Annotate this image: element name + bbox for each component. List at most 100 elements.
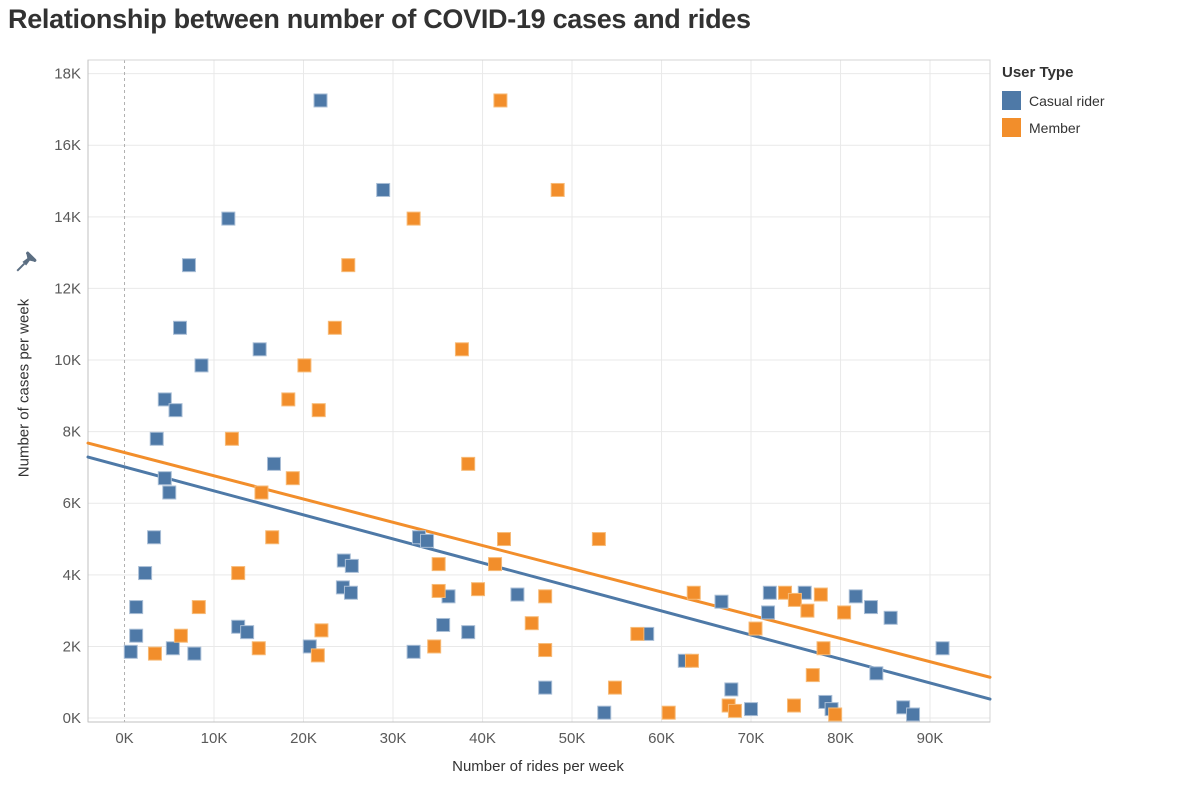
scatter-point-member[interactable] [727, 703, 742, 718]
legend-item-member[interactable]: Member [1002, 118, 1192, 137]
scatter-point-casual[interactable] [538, 680, 553, 695]
scatter-point-member[interactable] [427, 639, 442, 654]
scatter-point-casual[interactable] [343, 585, 358, 600]
scatter-point-member[interactable] [837, 605, 852, 620]
scatter-point-casual[interactable] [436, 617, 451, 632]
scatter-point-casual[interactable] [181, 258, 196, 273]
scatter-point-casual[interactable] [848, 589, 863, 604]
scatter-point-casual[interactable] [344, 558, 359, 573]
scatter-point-member[interactable] [493, 93, 508, 108]
scatter-point-member[interactable] [630, 626, 645, 641]
scatter-point-casual[interactable] [173, 320, 188, 335]
trend-line-member[interactable] [86, 441, 992, 679]
scatter-point-member[interactable] [251, 641, 266, 656]
y-tick-label: 6K [63, 495, 81, 512]
scatter-point-member[interactable] [311, 403, 326, 418]
scatter-point-member[interactable] [341, 258, 356, 273]
scatter-point-casual[interactable] [406, 644, 421, 659]
scatter-point-member[interactable] [173, 628, 188, 643]
scatter-point-member[interactable] [684, 653, 699, 668]
scatter-point-casual[interactable] [935, 641, 950, 656]
scatter-point-casual[interactable] [906, 707, 921, 722]
scatter-point-casual[interactable] [313, 93, 328, 108]
scatter-point-member[interactable] [327, 320, 342, 335]
scatter-point-member[interactable] [786, 698, 801, 713]
scatter-point-member[interactable] [224, 431, 239, 446]
scatter-point-casual[interactable] [168, 403, 183, 418]
scatter-point-casual[interactable] [420, 533, 435, 548]
legend-swatch [1002, 118, 1021, 137]
scatter-point-member[interactable] [748, 621, 763, 636]
scatter-point-member[interactable] [285, 471, 300, 486]
scatter-point-member[interactable] [828, 707, 843, 722]
scatter-point-casual[interactable] [863, 600, 878, 615]
scatter-point-member[interactable] [297, 358, 312, 373]
scatter-point-member[interactable] [310, 648, 325, 663]
scatter-point-member[interactable] [607, 680, 622, 695]
scatter-point-casual[interactable] [597, 705, 612, 720]
scatter-point-member[interactable] [431, 583, 446, 598]
scatter-point-casual[interactable] [252, 342, 267, 357]
scatter-point-casual[interactable] [744, 702, 759, 717]
scatter-point-member[interactable] [591, 532, 606, 547]
scatter-point-casual[interactable] [461, 625, 476, 640]
scatter-point-casual[interactable] [194, 358, 209, 373]
scatter-point-member[interactable] [488, 557, 503, 572]
scatter-point-casual[interactable] [714, 594, 729, 609]
x-tick-label: 20K [290, 730, 317, 747]
scatter-point-member[interactable] [431, 557, 446, 572]
scatter-point-casual[interactable] [376, 182, 391, 197]
scatter-point-casual[interactable] [240, 625, 255, 640]
scatter-point-member[interactable] [497, 532, 512, 547]
scatter-point-member[interactable] [524, 616, 539, 631]
scatter-point-member[interactable] [406, 211, 421, 226]
scatter-point-casual[interactable] [147, 530, 162, 545]
scatter-point-member[interactable] [191, 600, 206, 615]
scatter-point-casual[interactable] [138, 566, 153, 581]
scatter-point-casual[interactable] [762, 585, 777, 600]
scatter-point-member[interactable] [231, 566, 246, 581]
scatter-point-casual[interactable] [761, 605, 776, 620]
scatter-point-member[interactable] [800, 603, 815, 618]
scatter-point-member[interactable] [816, 641, 831, 656]
scatter-point-member[interactable] [454, 342, 469, 357]
scatter-point-casual[interactable] [165, 641, 180, 656]
scatter-point-member[interactable] [147, 646, 162, 661]
trend-line-casual[interactable] [86, 455, 992, 701]
scatter-point-casual[interactable] [129, 628, 144, 643]
scatter-point-member[interactable] [661, 705, 676, 720]
scatter-point-member[interactable] [281, 392, 296, 407]
x-tick-label: 60K [648, 730, 675, 747]
scatter-point-member[interactable] [538, 643, 553, 658]
legend-item-casual-rider[interactable]: Casual rider [1002, 91, 1192, 110]
scatter-point-casual[interactable] [123, 644, 138, 659]
scatter-point-casual[interactable] [157, 471, 172, 486]
scatter-point-casual[interactable] [883, 610, 898, 625]
scatter-point-casual[interactable] [187, 646, 202, 661]
scatter-point-member[interactable] [538, 589, 553, 604]
scatter-point-casual[interactable] [129, 600, 144, 615]
scatter-point-casual[interactable] [149, 431, 164, 446]
scatter-point-member[interactable] [686, 585, 701, 600]
scatter-point-member[interactable] [254, 485, 269, 500]
scatter-point-member[interactable] [265, 530, 280, 545]
scatter-point-member[interactable] [813, 587, 828, 602]
scatter-point-casual[interactable] [869, 666, 884, 681]
scatter-point-casual[interactable] [266, 456, 281, 471]
scatter-point-casual[interactable] [510, 587, 525, 602]
scatter-point-member[interactable] [471, 582, 486, 597]
scatter-point-member[interactable] [314, 623, 329, 638]
scatter-point-casual[interactable] [221, 211, 236, 226]
pin-icon[interactable] [4, 246, 44, 286]
scatter-point-casual[interactable] [162, 485, 177, 500]
scatter-point-member[interactable] [550, 182, 565, 197]
y-tick-label: 10K [54, 352, 81, 369]
scatter-point-casual[interactable] [724, 682, 739, 697]
scatter-point-member[interactable] [805, 668, 820, 683]
scatter-point-member[interactable] [787, 592, 802, 607]
scatter-point-casual[interactable] [157, 392, 172, 407]
x-tick-label: 90K [917, 730, 944, 747]
y-tick-label: 4K [63, 567, 81, 584]
legend-swatch [1002, 91, 1021, 110]
scatter-point-member[interactable] [461, 456, 476, 471]
